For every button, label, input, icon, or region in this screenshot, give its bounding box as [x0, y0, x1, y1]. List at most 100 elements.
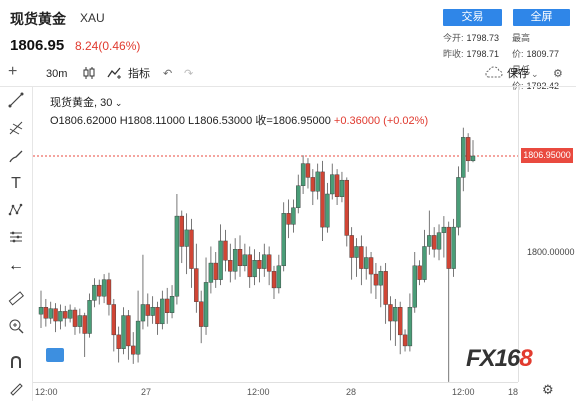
candle-body — [266, 254, 272, 272]
candle-body — [344, 179, 349, 236]
brush-icon[interactable] — [6, 148, 26, 168]
candle-body — [300, 163, 306, 186]
candle-body — [417, 265, 422, 280]
candle-body — [92, 284, 97, 301]
pattern-icon[interactable] — [6, 202, 26, 222]
current-price-tag: 1806.95000 — [521, 148, 573, 163]
open-value: 1798.73 — [466, 33, 500, 43]
candle-body — [339, 179, 345, 197]
candle-body — [174, 215, 180, 297]
chart-legend-title: 现货黄金, 30 ⌄ — [50, 97, 123, 109]
candle-body — [281, 213, 286, 267]
candle-type-icon[interactable] — [82, 66, 96, 85]
indicators-icon[interactable] — [107, 66, 123, 85]
candle-body — [223, 240, 228, 261]
magnet-icon[interactable] — [6, 354, 26, 374]
candle-body — [237, 249, 243, 267]
candle-body — [131, 345, 136, 355]
candle-body — [213, 262, 218, 280]
fullscreen-button[interactable]: 全屏 — [513, 9, 570, 26]
time-label: 28 — [346, 387, 357, 397]
candle-body — [422, 246, 427, 280]
cloud-icon[interactable] — [485, 65, 503, 84]
candle-body — [393, 307, 398, 322]
trade-button[interactable]: 交易 — [443, 9, 502, 26]
price-axis[interactable] — [518, 86, 576, 382]
candle-body — [169, 296, 175, 313]
legend-change: +0.36000 (+0.02%) — [333, 115, 429, 127]
fib-tool-icon[interactable] — [6, 120, 26, 140]
zoom-in-icon[interactable] — [6, 318, 26, 338]
lock-draw-icon[interactable] — [6, 380, 26, 400]
measure-icon[interactable] — [6, 229, 26, 249]
settings-gear-icon[interactable]: ⚙ — [553, 68, 563, 80]
undo-icon[interactable]: ↶ — [163, 68, 173, 80]
back-arrow-icon[interactable]: ← — [8, 257, 24, 274]
candle-body — [58, 311, 63, 322]
drawing-toolbar: T ← — [0, 86, 33, 401]
candle-body — [461, 137, 466, 178]
chevron-down-icon[interactable]: ⌄ — [531, 69, 539, 79]
candle-body — [189, 229, 194, 269]
candle-body — [165, 298, 170, 313]
text-tool-icon[interactable]: T — [11, 175, 21, 192]
candle-body — [116, 334, 121, 349]
candle-body — [82, 315, 87, 334]
candle-body — [232, 249, 238, 272]
save-button[interactable]: 保存 — [507, 68, 529, 80]
ruler-icon[interactable] — [6, 290, 26, 310]
candle-body — [354, 246, 359, 258]
candle-body — [252, 260, 257, 278]
chart-area[interactable] — [33, 86, 518, 382]
candle-body — [286, 213, 291, 225]
candle-body — [436, 232, 442, 250]
candle-body — [198, 301, 204, 327]
candle-body — [402, 334, 408, 347]
candle-body — [291, 207, 296, 225]
candle-body — [383, 271, 388, 305]
candle-body — [407, 307, 413, 347]
candle-body — [446, 226, 451, 269]
candle-body — [150, 307, 155, 316]
high-label: 最高价: — [512, 33, 531, 59]
candle-body — [441, 226, 447, 233]
candlestick-chart — [33, 127, 518, 382]
candle-body — [330, 174, 335, 195]
candle-body — [359, 246, 364, 269]
prev-close-label: 昨收: — [443, 49, 464, 59]
redo-icon[interactable]: ↷ — [184, 68, 194, 80]
candle-body — [63, 311, 68, 319]
open-label: 今开: — [443, 33, 464, 43]
candle-body — [43, 307, 49, 319]
candle-body — [320, 171, 325, 228]
candle-body — [111, 304, 117, 336]
candle-body — [160, 298, 165, 325]
candle-body — [349, 235, 354, 258]
trend-line-icon[interactable] — [6, 92, 26, 112]
candle-body — [228, 260, 233, 272]
candle-body — [368, 257, 374, 275]
interval-selector[interactable]: 30m — [46, 68, 68, 80]
crosshair-icon[interactable]: + — [8, 63, 18, 80]
candle-body — [208, 262, 214, 283]
candle-body — [334, 174, 340, 197]
candle-body — [72, 309, 78, 327]
candle-body — [397, 307, 403, 336]
time-label: 12:00 — [452, 387, 475, 397]
indicators-button[interactable]: 指标 — [128, 68, 150, 80]
candle-body — [155, 307, 160, 325]
candle-body — [431, 235, 437, 250]
candle-body — [67, 309, 73, 319]
axis-settings-gear-icon[interactable]: ⚙ — [542, 382, 554, 397]
candle-body — [271, 271, 277, 289]
time-axis[interactable]: 12:00 27 12:00 28 12:00 18 — [33, 382, 518, 402]
price-change: 8.24(0.46%) — [75, 39, 141, 53]
candle-body — [412, 265, 417, 308]
high-value: 1809.77 — [526, 49, 560, 59]
candle-body — [257, 260, 262, 269]
candle-body — [373, 273, 379, 286]
candle-body — [242, 254, 248, 267]
chart-toolbar: + 30m 指标 ↶ ↷ 保存 ⌄ ⚙ — [0, 62, 576, 87]
chart-legend-ohlc: O1806.62000 H1808.11000 L1806.53000 收=18… — [50, 112, 428, 128]
candle-body — [184, 229, 189, 247]
